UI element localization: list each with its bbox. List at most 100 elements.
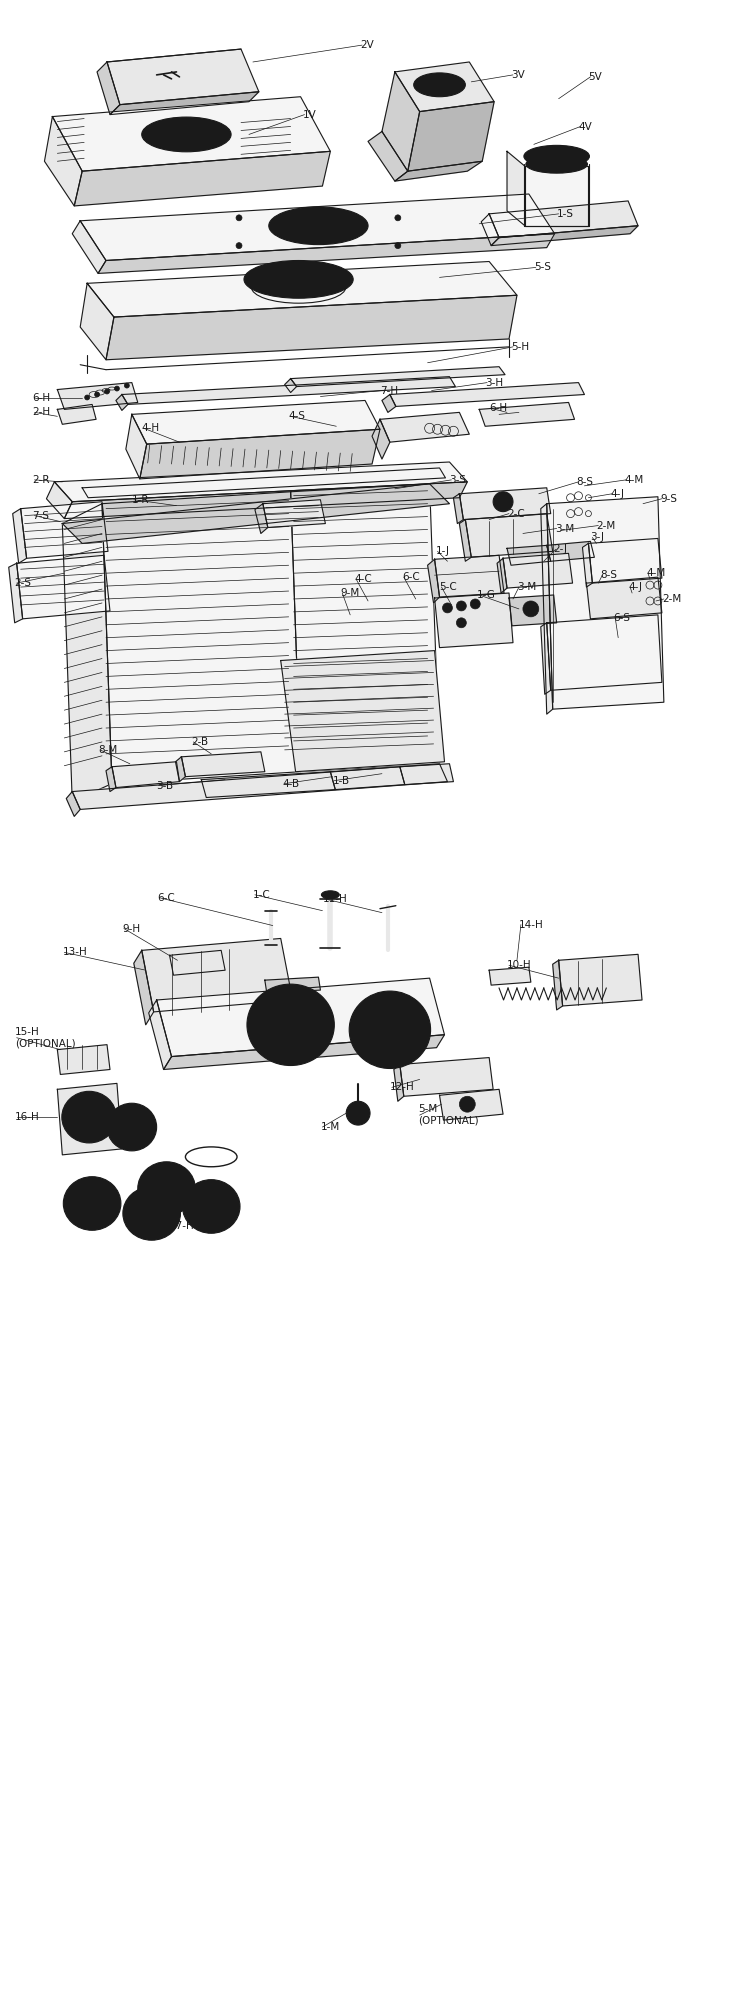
- Text: 9-H: 9-H: [122, 924, 140, 934]
- Polygon shape: [588, 538, 662, 584]
- Text: 7-S: 7-S: [32, 510, 50, 520]
- Polygon shape: [380, 412, 469, 442]
- Polygon shape: [97, 62, 120, 114]
- Circle shape: [456, 618, 466, 628]
- Polygon shape: [202, 772, 335, 798]
- Polygon shape: [74, 152, 330, 206]
- Text: 3-M: 3-M: [517, 582, 536, 592]
- Circle shape: [105, 390, 110, 394]
- Text: 6-S: 6-S: [613, 612, 630, 622]
- Ellipse shape: [70, 1184, 114, 1224]
- Text: 4-S: 4-S: [289, 412, 305, 422]
- Ellipse shape: [358, 1000, 422, 1060]
- Polygon shape: [20, 502, 108, 558]
- Ellipse shape: [268, 1004, 313, 1046]
- Text: 6-H: 6-H: [32, 394, 50, 404]
- Polygon shape: [400, 1058, 493, 1096]
- Circle shape: [124, 384, 129, 388]
- Text: 2-S: 2-S: [15, 578, 32, 588]
- Polygon shape: [65, 482, 467, 518]
- Text: 7-H: 7-H: [380, 386, 398, 396]
- Polygon shape: [116, 394, 128, 410]
- Circle shape: [114, 386, 120, 392]
- Text: 8-S: 8-S: [577, 476, 593, 486]
- Polygon shape: [57, 404, 96, 424]
- Text: 5-S: 5-S: [534, 262, 550, 272]
- Polygon shape: [489, 968, 531, 986]
- Polygon shape: [47, 482, 72, 518]
- Text: 1-G: 1-G: [478, 590, 496, 600]
- Polygon shape: [72, 220, 106, 274]
- Polygon shape: [435, 594, 513, 648]
- Polygon shape: [559, 954, 642, 1006]
- Ellipse shape: [144, 1168, 189, 1208]
- Polygon shape: [547, 542, 594, 562]
- Polygon shape: [290, 484, 439, 772]
- Text: 6-C: 6-C: [402, 572, 420, 582]
- Text: 17-H: 17-H: [169, 1222, 194, 1232]
- Text: 16-H: 16-H: [15, 1112, 39, 1122]
- Polygon shape: [17, 556, 110, 618]
- Text: 2-C: 2-C: [507, 508, 525, 518]
- Polygon shape: [491, 226, 638, 246]
- Text: 1-M: 1-M: [320, 1122, 340, 1132]
- Polygon shape: [390, 382, 584, 406]
- Ellipse shape: [68, 1098, 110, 1136]
- Text: 3-B: 3-B: [156, 780, 174, 790]
- Polygon shape: [394, 1064, 404, 1102]
- Ellipse shape: [321, 890, 339, 898]
- Ellipse shape: [141, 118, 231, 152]
- Polygon shape: [102, 492, 301, 784]
- Circle shape: [85, 396, 89, 400]
- Ellipse shape: [183, 1180, 240, 1234]
- Polygon shape: [107, 50, 259, 104]
- Polygon shape: [285, 378, 296, 392]
- Polygon shape: [134, 950, 153, 1024]
- Polygon shape: [507, 152, 525, 226]
- Polygon shape: [122, 376, 456, 404]
- Text: 2-R: 2-R: [32, 474, 50, 484]
- Polygon shape: [87, 262, 517, 318]
- Circle shape: [523, 600, 538, 616]
- Ellipse shape: [138, 1162, 196, 1216]
- Polygon shape: [465, 514, 553, 558]
- Text: 1V: 1V: [302, 110, 317, 120]
- Text: 2-J: 2-J: [553, 544, 568, 554]
- Polygon shape: [503, 554, 572, 588]
- Circle shape: [95, 392, 99, 396]
- Polygon shape: [255, 504, 268, 534]
- Ellipse shape: [130, 1194, 174, 1234]
- Polygon shape: [382, 394, 396, 412]
- Ellipse shape: [62, 1092, 117, 1142]
- Polygon shape: [382, 72, 420, 172]
- Text: 4-M: 4-M: [646, 568, 666, 578]
- Polygon shape: [13, 508, 26, 564]
- Text: 1-C: 1-C: [253, 890, 271, 900]
- Polygon shape: [169, 950, 225, 976]
- Polygon shape: [587, 578, 662, 618]
- Polygon shape: [44, 116, 82, 206]
- Ellipse shape: [370, 1010, 410, 1048]
- Polygon shape: [106, 296, 517, 360]
- Text: 13-H: 13-H: [62, 948, 87, 958]
- Text: 4V: 4V: [578, 122, 593, 132]
- Polygon shape: [497, 558, 507, 594]
- Ellipse shape: [268, 206, 368, 244]
- Polygon shape: [126, 414, 147, 478]
- Ellipse shape: [244, 260, 353, 298]
- Text: 2-H: 2-H: [32, 408, 50, 418]
- Circle shape: [351, 1106, 365, 1120]
- Polygon shape: [290, 366, 505, 386]
- Text: 14-H: 14-H: [519, 920, 544, 930]
- Polygon shape: [80, 284, 114, 360]
- Polygon shape: [181, 752, 265, 776]
- Text: 1-B: 1-B: [332, 776, 350, 786]
- Text: 10-H: 10-H: [507, 960, 532, 970]
- Text: 6-H: 6-H: [489, 404, 508, 414]
- Polygon shape: [439, 1090, 503, 1120]
- Polygon shape: [149, 1000, 171, 1070]
- Polygon shape: [428, 560, 439, 602]
- Polygon shape: [507, 546, 550, 566]
- Polygon shape: [435, 556, 504, 596]
- Polygon shape: [110, 92, 259, 114]
